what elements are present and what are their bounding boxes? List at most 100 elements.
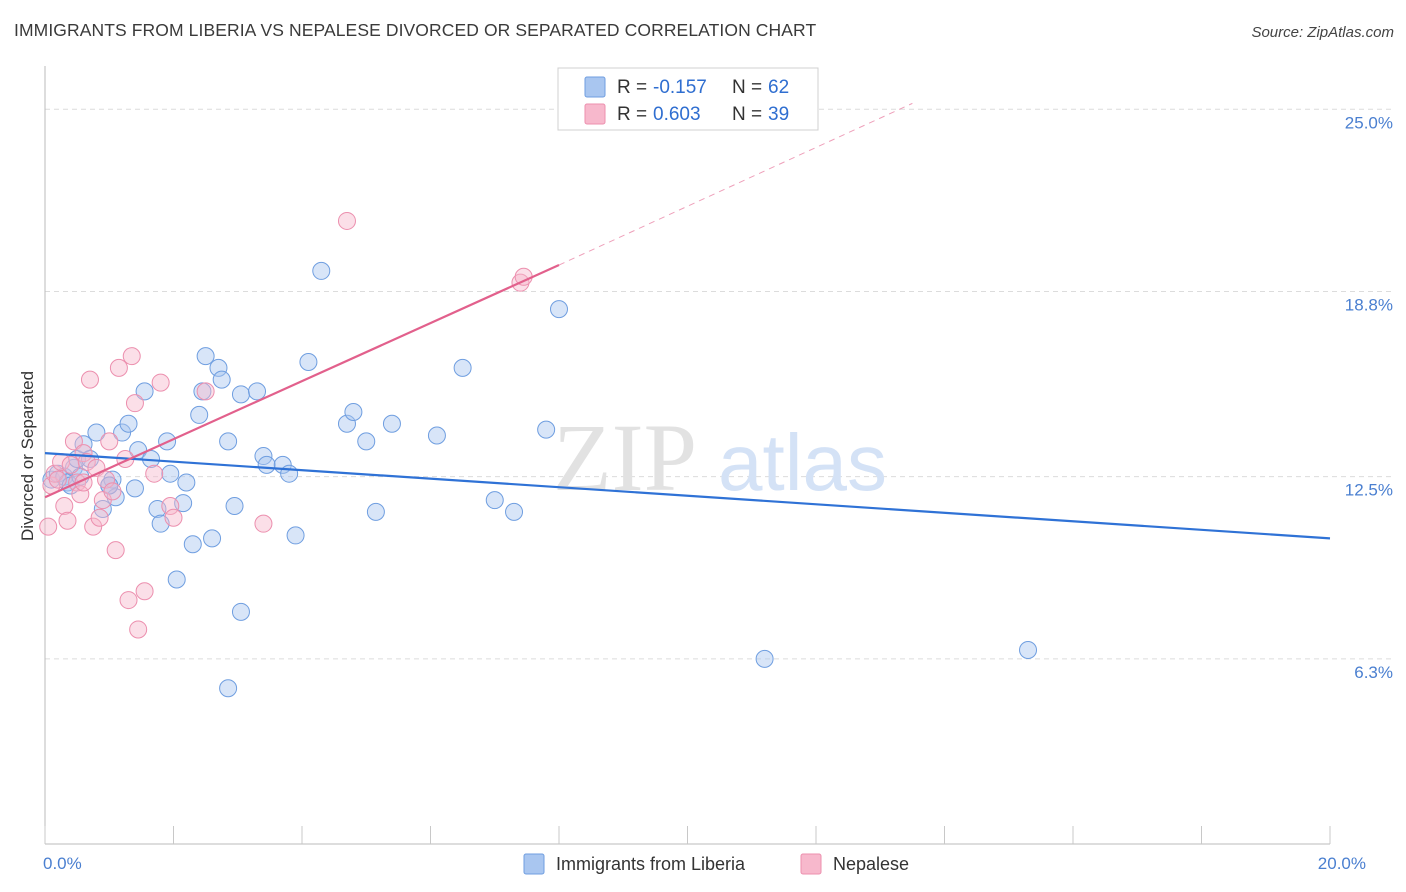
legend-swatch-liberia-bottom	[523, 853, 545, 875]
legend-r-label-2: R =	[617, 104, 647, 125]
data-point-nepal	[84, 517, 103, 536]
source-attribution: Source: ZipAtlas.com	[1251, 24, 1394, 41]
data-point-nepal	[39, 517, 58, 536]
data-point-nepal	[64, 432, 83, 451]
legend-n-label-2: N =	[732, 104, 762, 125]
data-point-liberia	[161, 464, 180, 483]
data-point-nepal	[61, 455, 80, 474]
data-point-liberia	[366, 502, 385, 521]
data-point-liberia	[219, 432, 238, 451]
data-point-nepal	[55, 497, 74, 516]
data-point-liberia	[344, 402, 363, 421]
data-point-nepal	[129, 620, 148, 639]
data-point-nepal	[106, 541, 125, 560]
data-point-liberia	[485, 491, 504, 510]
data-point-nepal	[119, 591, 138, 610]
trend-line-nepal-extension	[558, 102, 913, 266]
y-tick-label: 25.0%	[1345, 113, 1393, 132]
data-point-nepal	[164, 508, 183, 527]
y-tick-label: 18.8%	[1345, 295, 1393, 314]
data-point-liberia	[183, 535, 202, 554]
data-point-liberia	[550, 300, 568, 319]
data-point-nepal	[254, 514, 273, 533]
data-point-liberia	[125, 479, 144, 498]
legend-n-value-nepal: 39	[768, 104, 789, 125]
data-point-liberia	[382, 414, 401, 433]
data-point-nepal	[90, 508, 109, 527]
data-point-nepal	[103, 482, 122, 501]
data-point-liberia	[505, 502, 524, 521]
data-point-liberia	[87, 423, 106, 442]
x-tick-label: 0.0%	[43, 854, 82, 873]
chart-title: IMMIGRANTS FROM LIBERIA VS NEPALESE DIVO…	[14, 20, 817, 40]
data-point-nepal	[80, 370, 99, 389]
data-point-nepal	[122, 347, 141, 366]
trend-line-liberia	[44, 452, 1331, 540]
legend-swatch-nepal-bottom	[800, 853, 822, 875]
data-point-nepal	[58, 511, 77, 530]
data-point-liberia	[299, 353, 318, 372]
data-point-nepal	[145, 464, 164, 483]
data-point-liberia	[209, 358, 228, 377]
data-point-liberia	[219, 679, 238, 698]
data-point-nepal	[71, 485, 90, 504]
data-point-nepal	[161, 497, 180, 516]
data-point-nepal	[337, 211, 356, 230]
data-point-liberia	[357, 432, 376, 451]
data-point-liberia	[427, 426, 446, 445]
legend-swatch-nepal	[584, 103, 606, 125]
correlation-legend: R = -0.157 N = 62 R = 0.603 N = 39	[557, 67, 819, 131]
data-point-liberia	[231, 385, 250, 404]
legend-r-value-liberia: -0.157	[653, 77, 707, 98]
data-point-nepal	[109, 358, 128, 377]
watermark-zip: ZIP	[553, 404, 697, 511]
data-point-liberia	[537, 420, 556, 439]
data-point-liberia	[167, 570, 186, 589]
y-axis-label: Divorced or Separated	[18, 371, 37, 541]
series-liberia-points	[42, 261, 1038, 698]
data-point-liberia	[196, 347, 215, 366]
data-point-nepal	[100, 432, 119, 451]
trend-line-nepal	[44, 264, 560, 499]
data-point-liberia	[755, 649, 774, 668]
data-point-nepal	[97, 470, 116, 489]
data-point-liberia	[113, 423, 132, 442]
data-point-liberia	[203, 529, 222, 548]
data-point-liberia	[119, 414, 138, 433]
trend-lines	[44, 102, 1331, 540]
data-point-liberia	[190, 405, 209, 424]
data-point-liberia	[248, 382, 267, 401]
data-point-liberia	[212, 370, 231, 389]
y-tick-label: 12.5%	[1345, 481, 1393, 500]
data-point-liberia	[257, 455, 276, 474]
watermark-atlas: atlas	[718, 418, 887, 507]
data-point-liberia	[135, 382, 154, 401]
legend-r-label-1: R =	[617, 77, 647, 98]
data-point-liberia	[231, 602, 250, 621]
data-point-nepal	[45, 464, 64, 483]
legend-n-label-1: N =	[732, 77, 762, 98]
data-point-liberia	[453, 358, 472, 377]
data-point-nepal	[151, 373, 170, 392]
data-point-nepal	[77, 452, 96, 471]
data-point-liberia	[1019, 641, 1038, 660]
data-point-liberia	[286, 526, 305, 545]
x-tick-label: 20.0%	[1318, 854, 1366, 873]
legend-n-value-liberia: 62	[768, 77, 789, 98]
data-point-nepal	[135, 582, 154, 601]
data-point-nepal	[125, 394, 144, 413]
data-point-liberia	[312, 261, 331, 280]
legend-swatch-liberia	[584, 76, 606, 98]
y-tick-label: 6.3%	[1354, 663, 1393, 682]
data-point-liberia	[225, 497, 244, 516]
data-point-liberia	[177, 473, 196, 492]
data-point-liberia	[280, 464, 299, 483]
watermark: ZIP atlas	[553, 404, 887, 511]
series-nepal-points	[39, 211, 533, 639]
series-legend: Immigrants from Liberia Nepalese	[523, 853, 909, 875]
data-point-nepal	[196, 382, 215, 401]
data-point-nepal	[48, 470, 67, 489]
legend-r-value-nepal: 0.603	[653, 104, 701, 125]
gridlines	[45, 108, 1392, 660]
